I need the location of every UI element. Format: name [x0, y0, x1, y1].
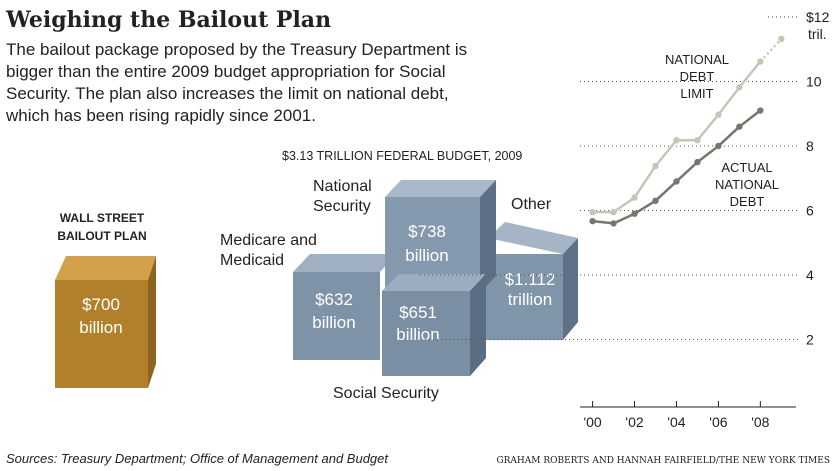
- point: [715, 111, 722, 118]
- point: [694, 136, 701, 144]
- cube-label: trillion: [508, 290, 552, 309]
- cube-label: $738: [408, 222, 446, 241]
- bailout-heading: BAILOUT PLAN: [57, 229, 146, 243]
- category-label: Security: [313, 198, 371, 215]
- projected-line: [759, 38, 783, 63]
- point: [736, 123, 743, 130]
- y-tick-label: 6: [806, 203, 814, 219]
- cube-label: billion: [312, 313, 355, 332]
- other-cube: $1.112 trillion: [480, 222, 578, 340]
- point: [610, 208, 617, 216]
- point: [610, 220, 617, 227]
- y-tick-label: 4: [806, 267, 814, 283]
- point: [736, 84, 743, 91]
- point: [589, 208, 596, 216]
- point: [652, 197, 659, 205]
- title: Weighing the Bailout Plan: [5, 7, 331, 33]
- cube-label: billion: [79, 318, 122, 337]
- point: [631, 194, 638, 201]
- point: [652, 162, 659, 170]
- point: [778, 35, 785, 43]
- x-tick-label: '00: [583, 414, 601, 430]
- y-tick-label: $12: [806, 9, 830, 25]
- bailout-cube: $700 billion: [55, 256, 156, 388]
- cube-label: billion: [405, 246, 448, 265]
- series-label: LIMIT: [680, 86, 713, 101]
- y-tick-label: 2: [806, 332, 814, 348]
- y-tick-label: 10: [806, 74, 822, 90]
- x-tick-label: '04: [667, 414, 685, 430]
- point: [694, 158, 701, 166]
- series-label: DEBT: [730, 194, 765, 209]
- intro-line: bigger than the entire 2009 budget appro…: [6, 62, 445, 81]
- y-tick-label: 8: [806, 138, 814, 154]
- social-security-cube: $651 billion: [382, 274, 486, 376]
- x-tick-label: '02: [625, 414, 643, 430]
- cube-label: $1.112: [505, 270, 556, 289]
- credit: GRAHAM ROBERTS AND HANNAH FAIRFIELD/THE …: [496, 456, 830, 466]
- category-label: Medicaid: [220, 252, 284, 269]
- bailout-heading: WALL STREET: [60, 211, 145, 225]
- series-label: NATIONAL: [715, 177, 779, 192]
- intro-line: Security. The plan also increases the li…: [6, 84, 449, 103]
- category-label: Social Security: [333, 385, 439, 402]
- point: [631, 210, 638, 217]
- point: [757, 58, 764, 65]
- intro: The bailout package proposed by the Trea…: [5, 40, 467, 125]
- x-tick-label: '08: [751, 414, 769, 430]
- category-label: Other: [511, 196, 552, 213]
- intro-line: which has been rising rapidly since 2001…: [5, 106, 316, 125]
- source: Sources: Treasury Department; Office of …: [6, 451, 389, 466]
- cube-label: billion: [396, 325, 439, 344]
- cube-label: $632: [315, 290, 353, 309]
- cube-label: $700: [82, 295, 120, 314]
- cube-label: $651: [399, 303, 437, 322]
- point: [757, 107, 764, 114]
- category-label: National: [313, 178, 372, 195]
- series-label: NATIONAL: [665, 52, 729, 67]
- point: [673, 136, 680, 144]
- y-unit: tril.: [808, 26, 827, 42]
- series-label: DEBT: [680, 69, 715, 84]
- point: [715, 142, 722, 150]
- point: [673, 178, 680, 185]
- category-label: Medicare and: [220, 232, 317, 249]
- series-label: ACTUAL: [721, 160, 772, 175]
- x-tick-label: '06: [709, 414, 727, 430]
- intro-line: The bailout package proposed by the Trea…: [6, 40, 467, 59]
- point: [589, 217, 596, 225]
- medicare-cube: $632 billion: [293, 254, 396, 360]
- budget-heading: $3.13 TRILLION FEDERAL BUDGET, 2009: [282, 149, 522, 163]
